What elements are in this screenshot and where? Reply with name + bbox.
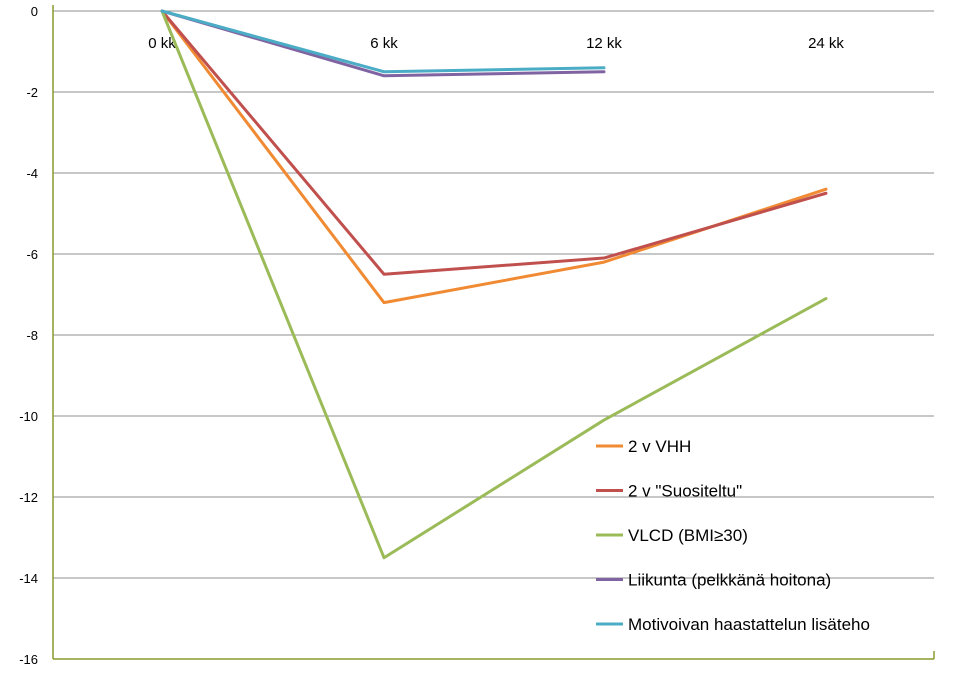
data-point — [382, 70, 386, 73]
series-lines — [160, 9, 828, 560]
data-point — [602, 260, 606, 264]
data-point — [382, 273, 386, 276]
legend-label: Liikunta (pelkkänä hoitona) — [628, 571, 831, 590]
y-tick-label: -10 — [19, 409, 38, 424]
legend-label: 2 v VHH — [628, 437, 691, 456]
legend: 2 v VHH 2 v "Suositeltu" VLCD (BMI≥30) Liik… — [596, 437, 870, 634]
data-point — [382, 301, 386, 304]
category-label: 12 kk — [586, 35, 622, 52]
data-point — [824, 192, 828, 195]
y-tick-label: -6 — [26, 247, 38, 262]
series-line — [160, 9, 828, 276]
legend-label: Motivoivan haastattelun lisäteho — [628, 615, 870, 634]
y-tick-label: -2 — [26, 85, 38, 100]
data-point — [602, 70, 606, 73]
y-tick-label: 0 — [31, 4, 38, 19]
data-point — [382, 556, 386, 559]
data-point — [602, 66, 606, 69]
y-tick-labels: 0 -2 -4 -6 -8 -10 -12 -14 -16 — [19, 4, 38, 667]
legend-label: 2 v "Suositeltu" — [628, 482, 742, 501]
category-label: 0 kk — [148, 35, 176, 52]
y-tick-label: -16 — [19, 652, 38, 667]
y-tick-label: -14 — [19, 571, 38, 586]
axes — [52, 5, 935, 660]
y-tick-label: -12 — [19, 490, 38, 505]
y-tick-label: -8 — [26, 328, 38, 343]
data-point — [160, 9, 164, 13]
category-label: 6 kk — [370, 35, 398, 52]
category-labels: 0 kk 6 kk 12 kk 24 kk — [148, 35, 844, 52]
data-point — [382, 74, 386, 78]
data-point — [602, 418, 606, 422]
category-label: 24 kk — [808, 35, 844, 52]
y-tick-label: -4 — [26, 166, 38, 181]
legend-label: VLCD (BMI≥30) — [628, 526, 748, 545]
data-point — [824, 188, 828, 191]
data-point — [824, 297, 828, 300]
data-point — [602, 256, 606, 260]
series-line — [160, 9, 828, 560]
gridlines — [53, 10, 934, 579]
